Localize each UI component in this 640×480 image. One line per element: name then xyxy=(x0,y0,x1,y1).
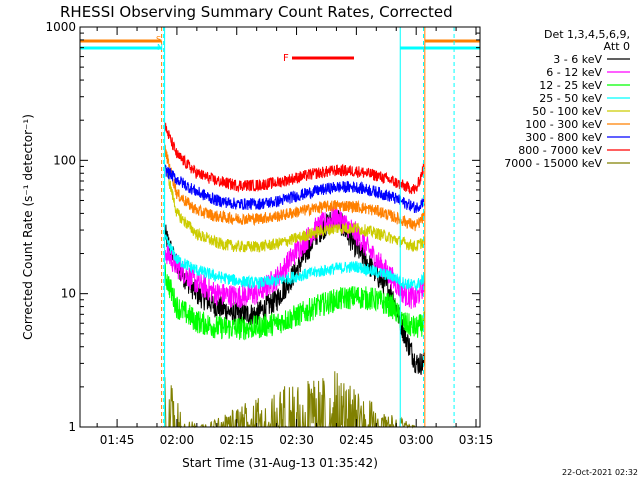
annotation-f: F xyxy=(283,53,289,64)
vertical-markers-layer xyxy=(161,27,455,427)
series-line-2 xyxy=(164,262,425,341)
x-tick-label-0: 01:45 xyxy=(100,433,135,447)
y-tick-label-1: 10 xyxy=(61,287,76,301)
x-tick-label-5: 03:00 xyxy=(399,433,434,447)
y-tick-label-0: 1 xyxy=(68,420,76,434)
x-tick-label-2: 02:15 xyxy=(219,433,254,447)
legend-label-7: 800 - 7000 keV xyxy=(518,144,602,157)
annotation-s: S xyxy=(156,35,161,44)
series-line-6 xyxy=(164,164,425,214)
legend-label-1: 6 - 12 keV xyxy=(546,66,602,79)
x-tick-label-6: 03:15 xyxy=(459,433,494,447)
annotation-n: N xyxy=(157,43,163,52)
y-axis-label: Corrected Count Rate (s⁻¹ detector⁻¹) xyxy=(21,114,35,340)
y-tick-label-2: 100 xyxy=(53,153,76,167)
series-line-4 xyxy=(164,164,425,253)
x-tick-label-3: 02:30 xyxy=(279,433,314,447)
legend-label-0: 3 - 6 keV xyxy=(553,53,602,66)
status-bars-layer xyxy=(80,39,480,50)
legend-label-2: 12 - 25 keV xyxy=(539,79,602,92)
series-line-3 xyxy=(164,234,425,291)
series-line-5 xyxy=(164,144,425,232)
y-tick-label-3: 1000 xyxy=(45,20,76,34)
x-tick-label-1: 02:00 xyxy=(160,433,195,447)
footer-date: 22-Oct-2021 02:32 xyxy=(562,468,638,477)
legend-label-5: 100 - 300 keV xyxy=(525,118,602,131)
x-axis-label: Start Time (31-Aug-13 01:35:42) xyxy=(182,456,378,470)
legend-label-3: 25 - 50 keV xyxy=(539,92,602,105)
series-line-1 xyxy=(164,206,425,309)
legend-header-2: Att 0 xyxy=(604,40,630,53)
legend-label-6: 300 - 800 keV xyxy=(525,131,602,144)
plot-frame xyxy=(79,26,481,428)
axis-layer: 01:45 02:00 02:15 02:30 02:45 03:00 03:15 1 10 10… xyxy=(45,20,493,447)
chart-title: RHESSI Observing Summary Count Rates, Co… xyxy=(60,3,453,21)
x-tick-label-4: 02:45 xyxy=(339,433,374,447)
legend-header-1: Det 1,3,4,5,6,9, xyxy=(544,28,630,41)
series-line-7 xyxy=(164,122,425,195)
legend-label-8: 7000 - 15000 keV xyxy=(504,157,602,170)
series-layer xyxy=(164,122,425,429)
legend-label-4: 50 - 100 keV xyxy=(532,105,602,118)
series-line-8 xyxy=(164,371,416,429)
